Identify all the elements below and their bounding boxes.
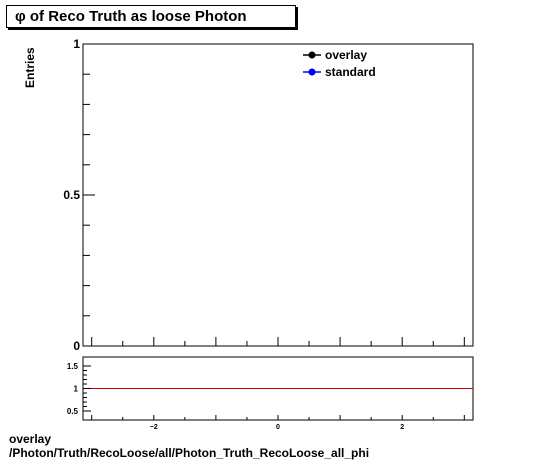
main-plot-frame [82,43,474,347]
main-axis-ticks [83,43,465,347]
plot-title: φ of Reco Truth as loose Photon [6,5,296,28]
ratio-x-tick-label: 0 [276,424,280,431]
main-y-tick-label: 0.5 [63,188,80,202]
ratio-axis-ticks [83,365,465,420]
legend: overlay standard [303,48,376,79]
main-y-tick-labels: 00.51 [63,37,80,353]
main-y-tick-label: 0 [73,339,80,353]
legend-overlay-marker [308,51,316,59]
footer-path: /Photon/Truth/RecoLoose/all/Photon_Truth… [9,446,370,460]
ratio-x-tick-labels: −2 0 2 [150,424,404,431]
ratio-y-tick-label: 1 [74,385,79,394]
footer-label: overlay [9,432,52,446]
ratio-y-tick-labels: 0.5 1 1.5 [67,362,79,416]
ratio-x-tick-label: −2 [150,424,158,431]
legend-overlay-label: overlay [325,48,367,62]
legend-standard-label: standard [325,65,376,79]
legend-standard-marker [308,68,316,76]
main-y-tick-label: 1 [73,37,80,51]
ratio-y-tick-label: 1.5 [67,362,79,371]
ratio-x-tick-label: 2 [400,424,404,431]
ratio-y-tick-label: 0.5 [67,407,79,416]
